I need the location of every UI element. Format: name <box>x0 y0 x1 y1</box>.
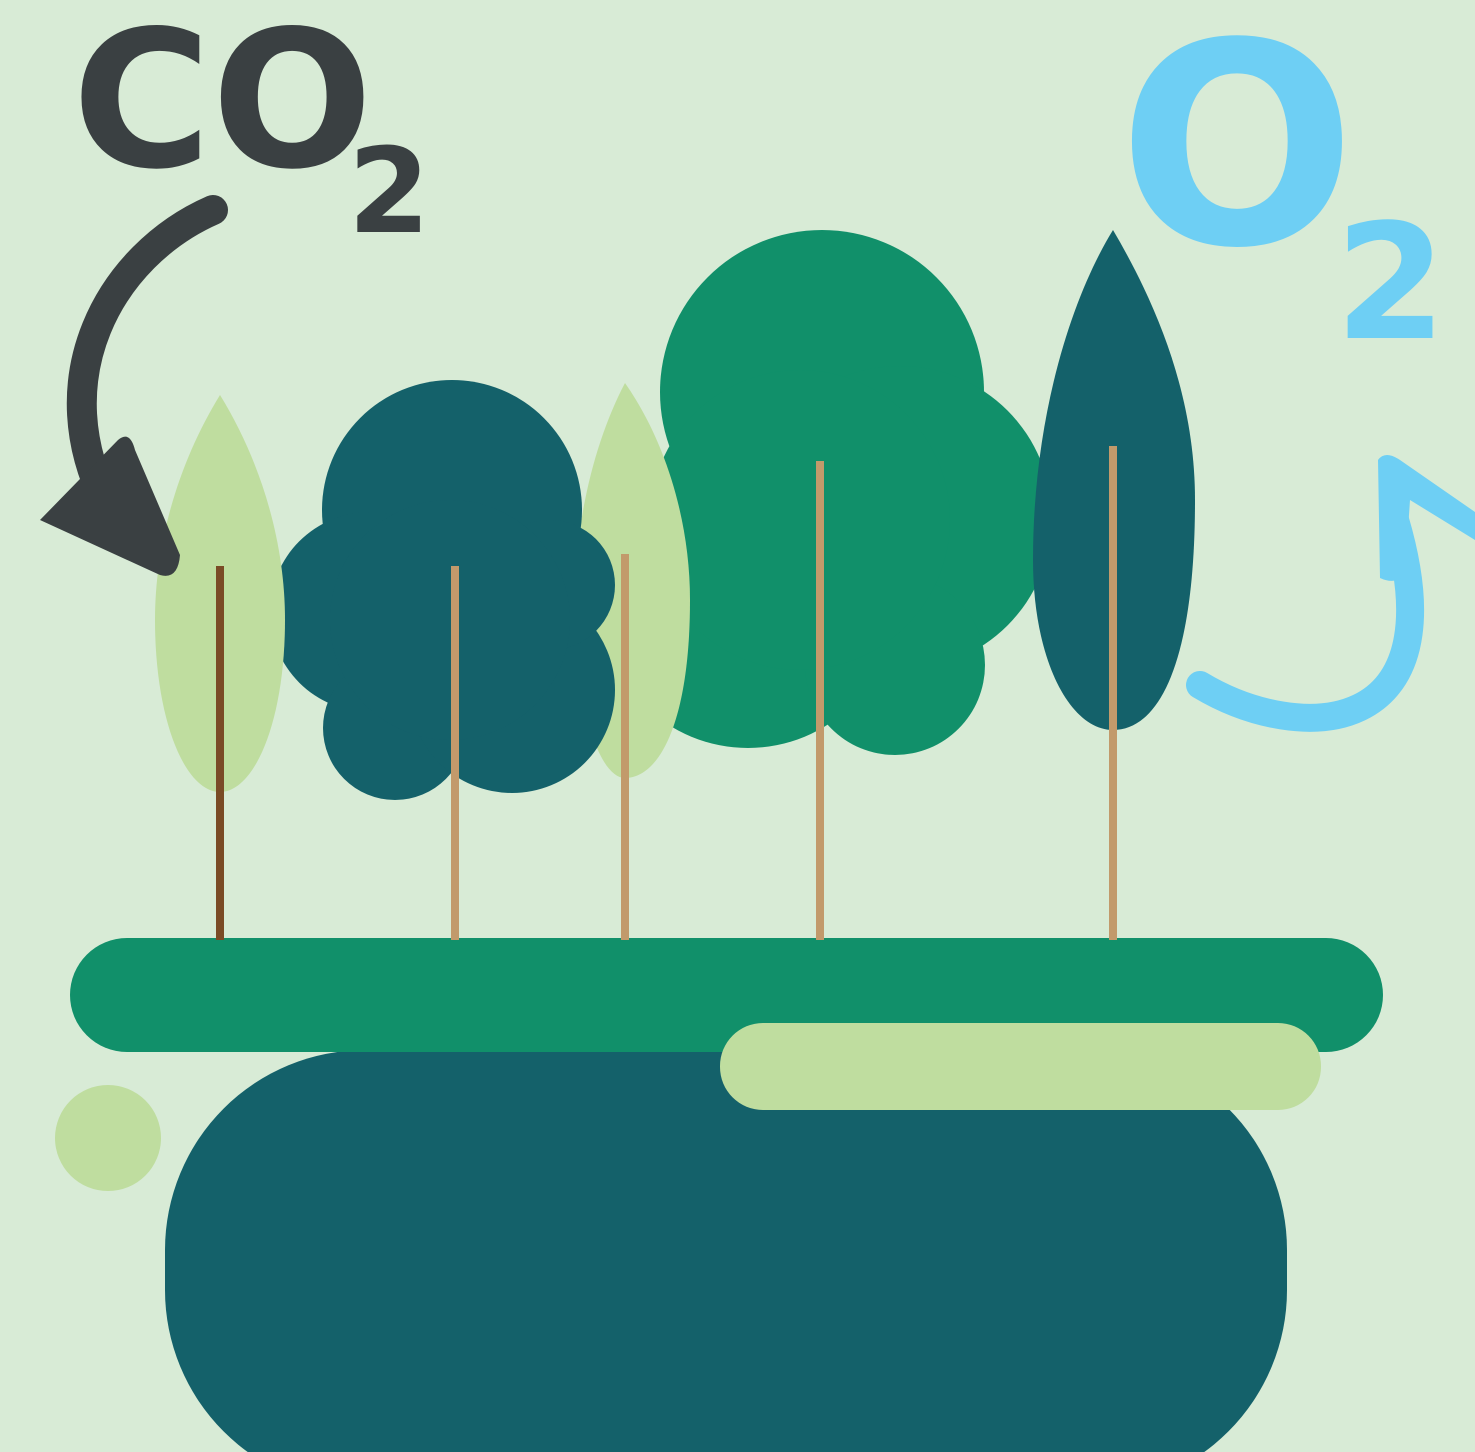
hill <box>165 1050 1287 1452</box>
trunk <box>1109 446 1117 940</box>
co2-formula: CO <box>72 0 373 211</box>
dot <box>55 1085 161 1191</box>
co2-subscript: 2 <box>348 122 430 260</box>
trunk <box>621 554 629 940</box>
trunk <box>451 566 459 940</box>
trunk <box>216 566 224 940</box>
o2-formula: O <box>1118 0 1356 310</box>
trunk <box>816 461 824 940</box>
illustration: CO 2 O 2 <box>0 0 1475 1452</box>
light-strip <box>720 1023 1321 1110</box>
page: CO 2 O 2 (() => { const data = JSON.pars… <box>0 0 1475 1452</box>
o2-subscript: 2 <box>1335 189 1446 376</box>
